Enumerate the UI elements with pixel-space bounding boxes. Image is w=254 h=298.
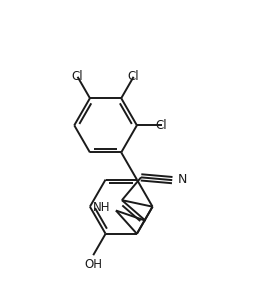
Text: Cl: Cl [156,119,167,132]
Text: Cl: Cl [72,70,83,83]
Text: N: N [178,173,187,186]
Text: NH: NH [93,201,110,214]
Text: OH: OH [84,258,102,271]
Text: Cl: Cl [128,70,139,83]
